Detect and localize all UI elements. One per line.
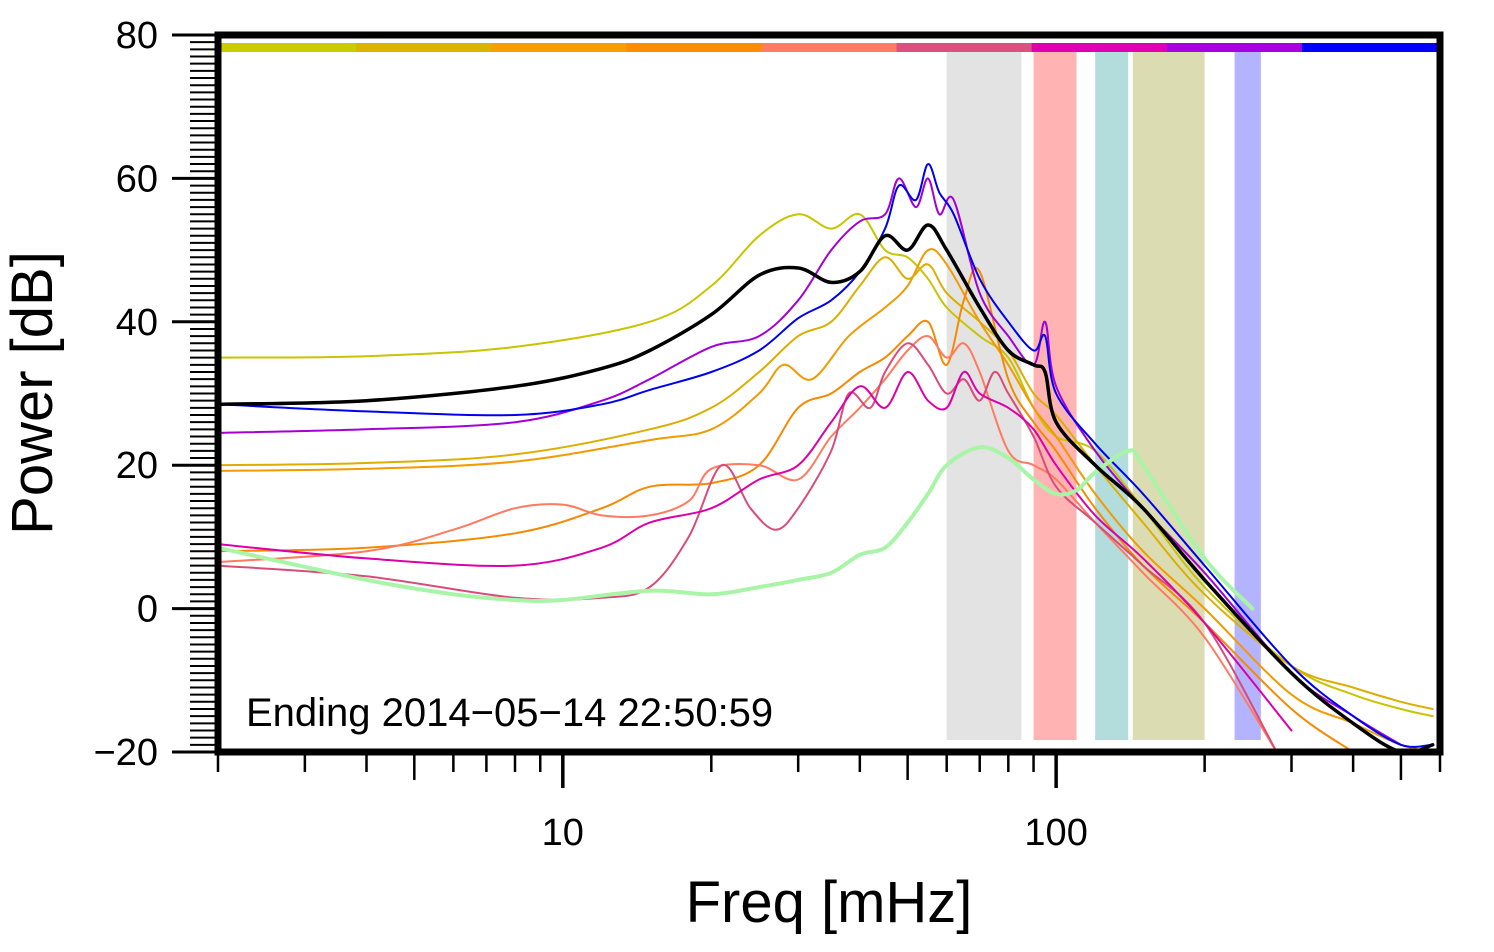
series-line-orange <box>218 248 1434 752</box>
y-tick-label: 60 <box>116 158 158 200</box>
color-strip-segment-1 <box>221 43 357 52</box>
color-strip-segment-4 <box>626 43 762 52</box>
color-strip-segment-9 <box>1301 43 1438 52</box>
color-strip-segment-3 <box>491 43 627 52</box>
color-strip-segment-2 <box>356 43 492 52</box>
series-line-yellow-green <box>218 212 1434 718</box>
y-axis-ticks <box>172 33 218 754</box>
band-3 <box>1095 52 1129 740</box>
color-strip-segment-8 <box>1166 43 1303 52</box>
series-line-gold <box>218 256 1434 710</box>
y-tick-label: 80 <box>116 15 158 57</box>
color-strip <box>221 43 1438 52</box>
series-line-magenta <box>218 370 1293 732</box>
series-line-rose <box>218 342 1278 752</box>
y-tick-label: 40 <box>116 302 158 344</box>
y-tick-label: 0 <box>137 589 158 631</box>
x-tick-label: 10 <box>542 812 584 854</box>
y-tick-label: 20 <box>116 445 158 487</box>
color-strip-segment-5 <box>761 43 898 52</box>
y-axis-title: Power [dB] <box>0 251 65 535</box>
y-tick-labels: −20 0 20 40 60 80 <box>94 15 158 774</box>
x-axis-title: Freq [mHz] <box>686 870 973 935</box>
y-tick-label: −20 <box>94 732 158 774</box>
x-tick-labels: 10 100 <box>542 812 1088 854</box>
series-line-black-mean <box>218 223 1435 752</box>
annotation-text: Ending 2014−05−14 22:50:59 <box>246 691 773 735</box>
x-tick-label: 100 <box>1024 812 1087 854</box>
color-strip-segment-6 <box>896 43 1033 52</box>
band-2 <box>1033 52 1077 740</box>
band-4 <box>1132 52 1205 740</box>
series-layer <box>218 163 1435 752</box>
color-strip-segment-7 <box>1031 43 1168 52</box>
series-line-salmon <box>218 335 1278 752</box>
x-axis-ticks <box>216 752 1442 788</box>
series-line-blue <box>218 163 1434 748</box>
